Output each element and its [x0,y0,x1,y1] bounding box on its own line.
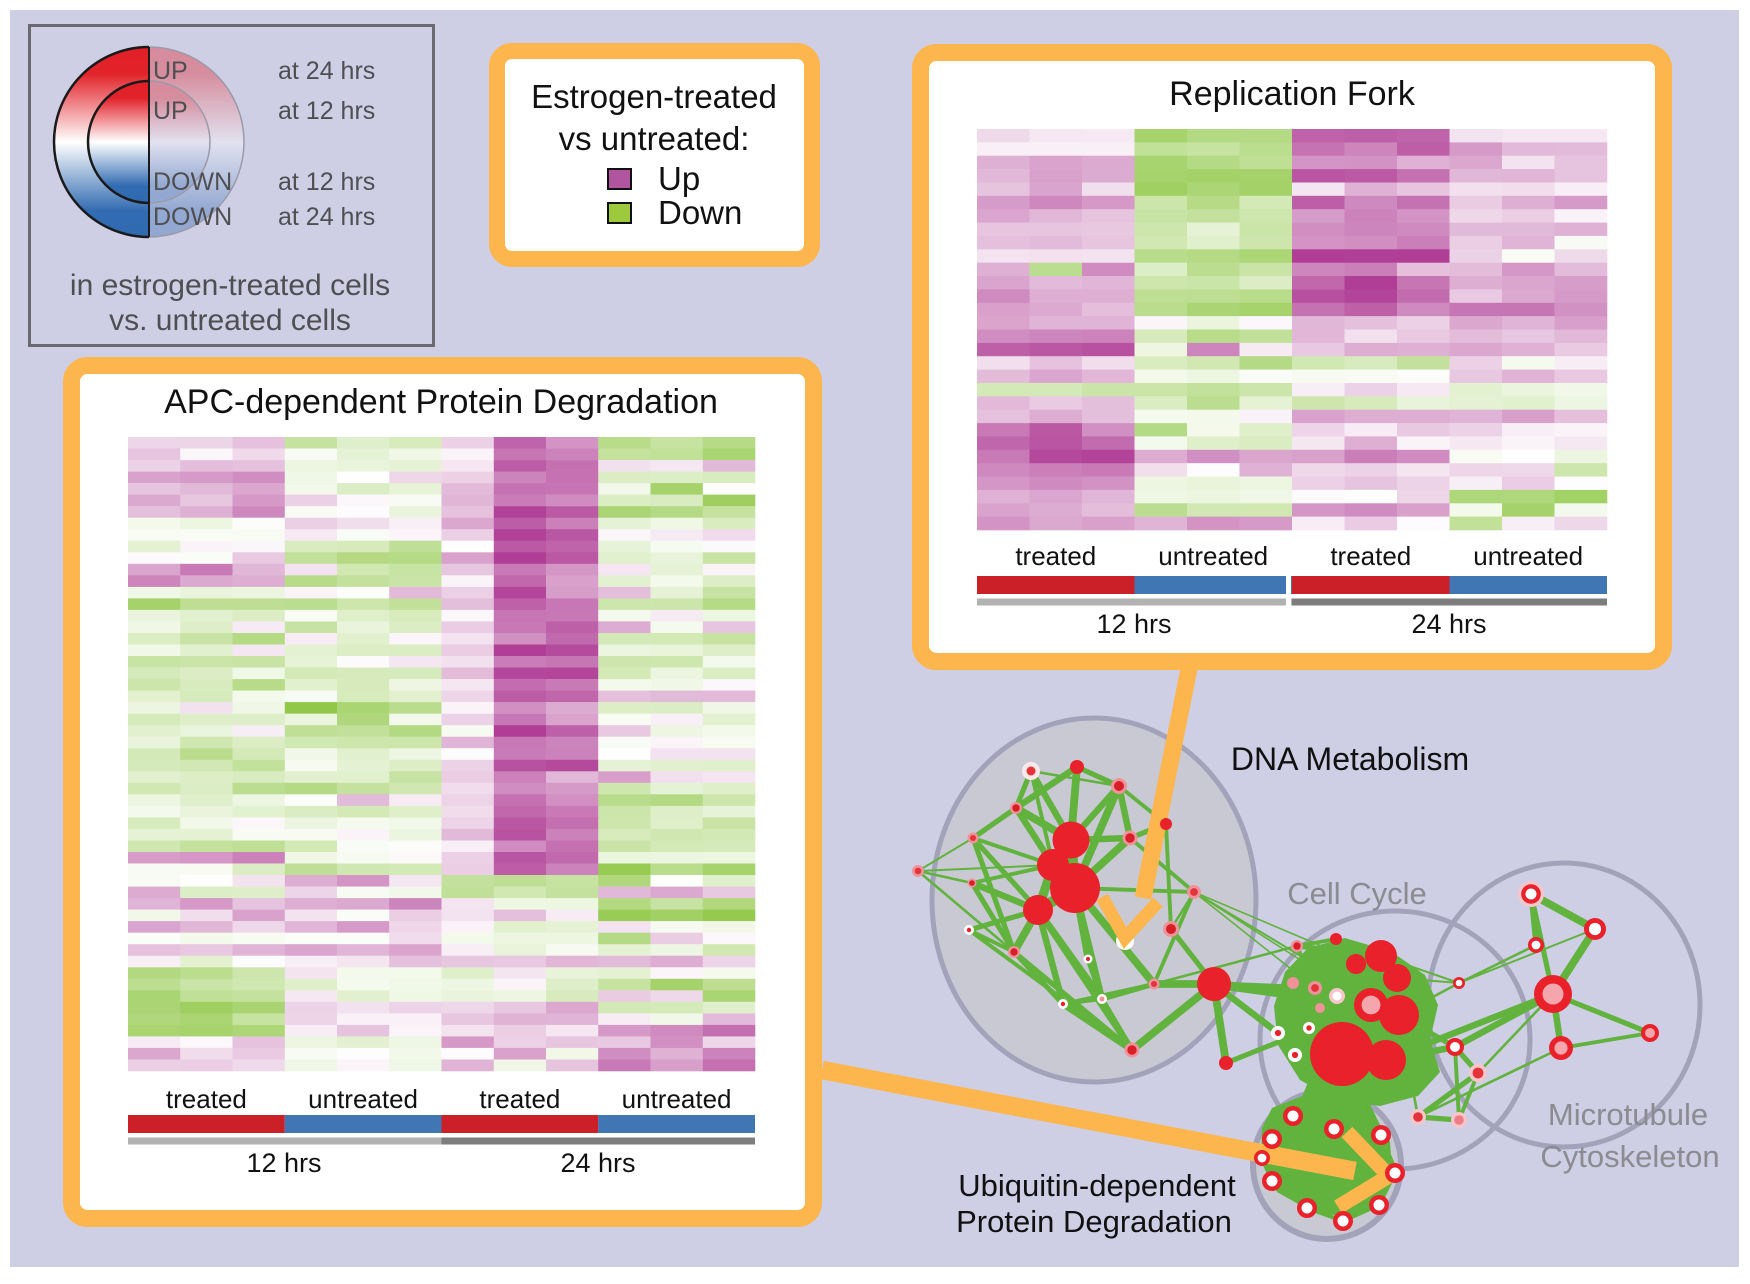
svg-text:Up: Up [658,160,700,197]
svg-text:DNA Metabolism: DNA Metabolism [1231,741,1469,777]
svg-text:12 hrs: 12 hrs [246,1148,321,1178]
svg-text:untreated: untreated [622,1084,732,1114]
svg-text:DOWN: DOWN [153,168,232,196]
svg-text:Estrogen-treated: Estrogen-treated [531,78,777,115]
svg-text:treated: treated [479,1084,560,1114]
svg-text:DOWN: DOWN [153,203,232,231]
svg-text:Down: Down [658,194,742,231]
svg-text:treated: treated [166,1084,247,1114]
svg-text:Protein Degradation: Protein Degradation [956,1204,1232,1239]
svg-text:at 24 hrs: at 24 hrs [278,57,375,85]
svg-text:Cytoskeleton: Cytoskeleton [1540,1139,1719,1174]
svg-text:Replication Fork: Replication Fork [1169,75,1416,113]
svg-text:in estrogen-treated cells: in estrogen-treated cells [70,269,390,302]
svg-text:Cell Cycle: Cell Cycle [1287,876,1427,911]
svg-text:untreated: untreated [308,1084,418,1114]
svg-text:24 hrs: 24 hrs [1411,609,1486,639]
svg-text:24 hrs: 24 hrs [560,1148,635,1178]
svg-text:at 24 hrs: at 24 hrs [278,203,375,231]
svg-text:untreated: untreated [1158,541,1268,571]
svg-text:12 hrs: 12 hrs [1096,609,1171,639]
svg-text:treated: treated [1330,541,1411,571]
svg-text:APC-dependent Protein Degradat: APC-dependent Protein Degradation [164,383,718,421]
svg-text:at 12 hrs: at 12 hrs [278,97,375,125]
svg-text:UP: UP [153,57,188,85]
svg-text:Ubiquitin-dependent: Ubiquitin-dependent [958,1168,1236,1203]
svg-text:Microtubule: Microtubule [1548,1097,1708,1132]
svg-text:vs. untreated cells: vs. untreated cells [109,304,351,337]
svg-text:UP: UP [153,97,188,125]
svg-text:vs untreated:: vs untreated: [559,120,750,157]
svg-text:untreated: untreated [1473,541,1583,571]
svg-text:treated: treated [1015,541,1096,571]
svg-text:at 12 hrs: at 12 hrs [278,168,375,196]
